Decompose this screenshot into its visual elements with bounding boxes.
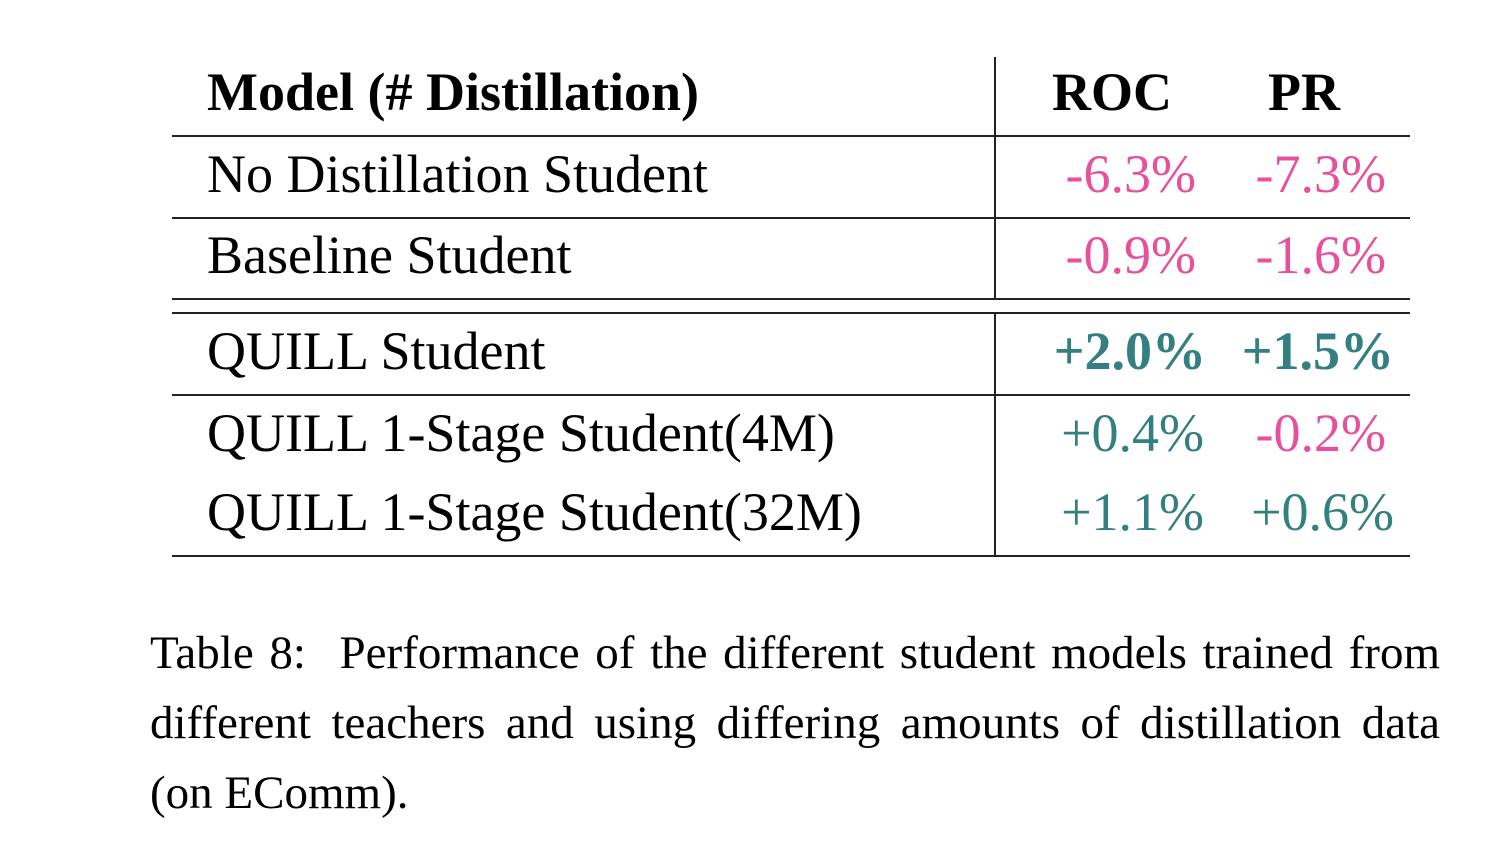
header-model: Model (# Distillation)	[207, 62, 699, 122]
row-pr: -1.6%	[1255, 225, 1386, 285]
row-roc: +0.4%	[1061, 403, 1204, 463]
row-roc: +2.0%	[1053, 321, 1206, 381]
column-divider-top	[994, 57, 996, 300]
rule-row3	[172, 394, 1410, 396]
row-roc: -0.9%	[1065, 225, 1196, 285]
rule-header	[172, 135, 1410, 137]
caption-label: Table 8:	[150, 627, 306, 679]
table-caption: Table 8: Performance of the different st…	[150, 618, 1440, 828]
row-pr: +1.5%	[1241, 321, 1394, 381]
header-roc: ROC	[1052, 62, 1172, 122]
row-model: QUILL Student	[207, 321, 546, 381]
caption-text: Performance of the different student mod…	[150, 627, 1441, 819]
row-roc: +1.1%	[1061, 482, 1204, 542]
row-roc: -6.3%	[1065, 144, 1196, 204]
row-model: QUILL 1-Stage Student(32M)	[207, 482, 862, 542]
row-pr: -0.2%	[1255, 403, 1386, 463]
row-model: Baseline Student	[207, 225, 572, 285]
rule-double-bottom	[172, 312, 1410, 314]
column-divider-bottom	[994, 312, 996, 557]
row-pr: -7.3%	[1255, 144, 1386, 204]
header-pr: PR	[1268, 62, 1340, 122]
row-model: QUILL 1-Stage Student(4M)	[207, 403, 835, 463]
rule-bottom	[172, 555, 1410, 557]
row-pr: +0.6%	[1251, 482, 1394, 542]
rule-row1	[172, 217, 1410, 219]
rule-double-top	[172, 298, 1410, 300]
row-model: No Distillation Student	[207, 144, 709, 204]
